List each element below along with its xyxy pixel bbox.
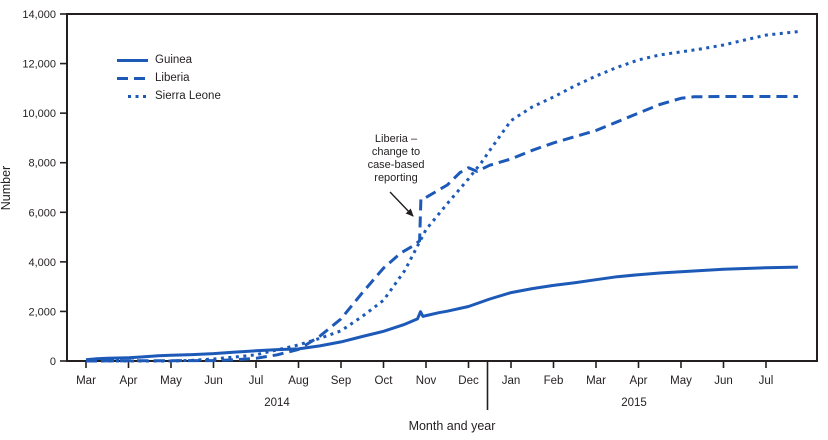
y-tick-label: 6,000	[28, 207, 56, 219]
x-tick-label: Aug	[288, 375, 308, 387]
year-label-2014: 2014	[264, 397, 290, 409]
y-tick-label: 2,000	[28, 306, 56, 318]
x-axis-title: Month and year	[408, 419, 496, 433]
legend-label: Sierra Leone	[155, 90, 221, 102]
dashed-line-swatch-icon	[117, 76, 148, 80]
legend-item-liberia: Liberia	[117, 69, 221, 87]
legend-item-guinea: Guinea	[117, 51, 221, 69]
y-axis-title: Number	[0, 165, 13, 211]
x-tick-label: Mar	[586, 375, 606, 387]
y-tick-label: 4,000	[28, 257, 56, 269]
x-tick-label: Dec	[458, 375, 479, 387]
x-tick-label: Jul	[759, 375, 774, 387]
year-label-2015: 2015	[621, 397, 647, 409]
y-tick-label: 10,000	[22, 108, 56, 120]
liberia-reporting-annotation: Liberia – change to case-based reporting	[367, 133, 425, 184]
x-tick-label: May	[160, 375, 182, 387]
x-tick-label: Jan	[502, 375, 521, 387]
chart-legend: Guinea Liberia Sierra Leone	[117, 51, 221, 105]
x-tick-label: Jun	[204, 375, 223, 387]
line-liberia	[85, 95, 798, 363]
legend-label: Guinea	[155, 54, 193, 66]
x-tick-label: Jul	[249, 375, 264, 387]
x-tick-label: Apr	[120, 375, 138, 387]
plot-frame	[66, 13, 818, 362]
x-tick-label: Apr	[630, 375, 648, 387]
legend-item-sierra-leone: Sierra Leone	[117, 87, 221, 105]
y-tick-label: 0	[50, 356, 56, 368]
dotted-line-swatch-icon	[117, 94, 148, 98]
line-guinea	[85, 265, 798, 362]
annotation-arrow	[389, 191, 414, 217]
x-tick-label: Sep	[331, 375, 351, 387]
x-tick-label: Oct	[375, 375, 394, 387]
x-tick-label: Nov	[416, 375, 437, 387]
legend-label: Liberia	[155, 72, 190, 84]
x-tick-label: May	[670, 375, 692, 387]
line-sierra-leone	[86, 30, 799, 363]
x-tick-label: Mar	[76, 375, 96, 387]
solid-line-swatch-icon	[117, 58, 148, 62]
x-tick-label: Feb	[544, 375, 564, 387]
y-tick-label: 14,000	[22, 9, 56, 21]
y-tick-label: 8,000	[28, 158, 56, 170]
y-tick-label: 12,000	[22, 59, 56, 71]
x-tick-label: Jun	[714, 375, 733, 387]
